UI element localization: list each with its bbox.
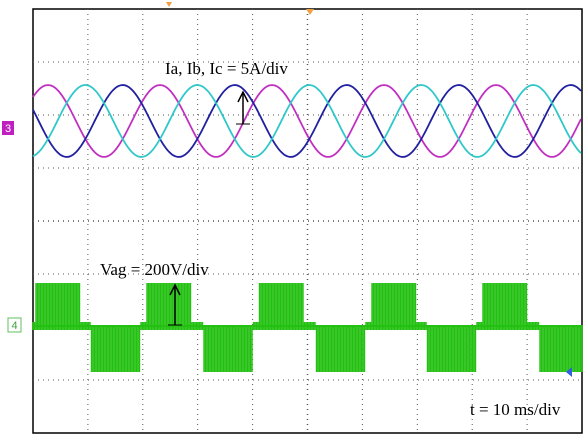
oscilloscope: 3 4 Ia, Ib, Ic = 5A/div Vag = 200V/div t…	[0, 0, 583, 439]
current-scale-label: Ia, Ib, Ic = 5A/div	[165, 59, 288, 78]
channel-label: 3	[5, 123, 11, 135]
time-scale-label: t = 10 ms/div	[470, 400, 561, 419]
voltage-scale-label: Vag = 200V/div	[100, 260, 209, 279]
channel-label: 4	[11, 320, 17, 332]
